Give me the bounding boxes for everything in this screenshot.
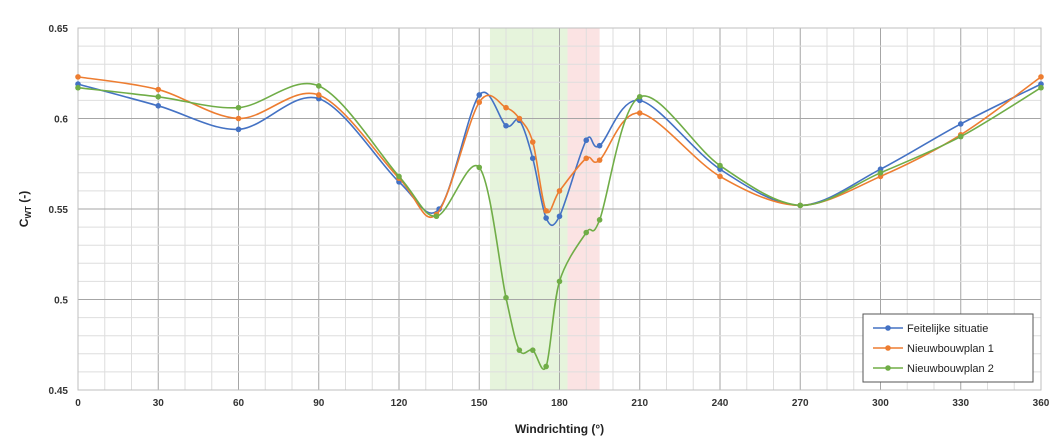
y-axis-label-main: C [17,218,31,227]
data-point [957,133,964,140]
x-tick-label: 210 [631,398,648,409]
legend-item: Feitelijke situatie [873,323,988,335]
data-point [516,115,523,122]
legend-label: Nieuwbouwplan 1 [907,343,994,355]
data-point [957,121,964,127]
data-point [717,162,723,169]
y-tick-label: 0.5 [54,296,68,307]
data-point [155,86,162,93]
x-axis-label: Windrichting (°) [515,422,604,436]
data-point [596,217,603,223]
data-point [516,347,523,353]
x-tick-label: 90 [313,398,325,409]
data-point [636,93,643,100]
data-point [556,213,563,220]
x-axis-tick-labels: 0 30 60 90 120 150 180 210 240 270 300 330 360 [75,398,1050,409]
legend-marker [885,325,891,331]
y-axis-tick-labels: 0.45 0.5 0.55 0.6 0.65 [49,24,69,397]
y-axis-label: CWT (-) [17,191,33,227]
data-point [583,137,590,144]
x-tick-label: 30 [153,398,165,409]
data-point [315,92,322,98]
data-point [503,104,509,111]
x-tick-label: 150 [471,398,488,409]
legend-item: Nieuwbouwplan 1 [873,343,994,355]
data-point [155,103,162,109]
x-tick-label: 120 [391,398,408,409]
data-point [1038,84,1044,91]
data-point [235,104,242,111]
x-tick-label: 330 [952,398,969,409]
series-nieuwbouwplan-2 [75,82,1044,370]
data-point [476,92,483,98]
data-point [235,126,242,133]
data-point [503,294,509,301]
x-tick-label: 360 [1033,398,1050,409]
legend-label: Feitelijke situatie [907,323,988,335]
x-tick-label: 60 [233,398,245,409]
data-point [476,164,483,171]
y-tick-label: 0.45 [49,386,69,397]
x-tick-label: 180 [551,398,568,409]
data-point [235,115,242,122]
data-point [543,215,549,221]
data-point [556,278,563,285]
data-point [636,110,643,116]
data-point [596,142,603,149]
data-point [476,99,483,106]
y-tick-label: 0.55 [49,205,69,216]
data-point [529,139,536,145]
data-point [529,155,536,162]
data-point [543,363,549,370]
data-point [877,170,884,176]
data-point [543,208,549,214]
data-point [75,84,81,91]
legend-marker [885,365,891,371]
x-tick-label: 270 [792,398,809,409]
data-point [396,173,402,180]
data-point [583,229,590,236]
data-series [75,74,1044,370]
data-point [1038,74,1044,80]
y-tick-label: 0.6 [54,115,68,126]
data-point [556,188,563,194]
plot-area-border [77,27,1042,391]
x-tick-label: 240 [712,398,729,409]
data-point [315,83,322,89]
data-point [529,347,536,353]
y-tick-label: 0.65 [49,24,69,35]
data-point [155,93,162,100]
x-tick-label: 300 [872,398,889,409]
legend-marker [885,345,891,351]
legend: Feitelijke situatie Nieuwbouwplan 1 Nieuwb… [862,313,1034,383]
data-point [596,157,603,163]
data-point [583,155,590,162]
data-point [717,173,723,180]
data-point [433,213,440,220]
data-point [75,74,81,80]
legend-label: Nieuwbouwplan 2 [907,363,994,375]
x-tick-label: 0 [75,398,81,409]
legend-item: Nieuwbouwplan 2 [873,363,994,375]
data-point [797,202,804,209]
y-axis-label-subscript: WT [24,206,33,219]
data-point [503,122,509,129]
y-axis-label-suffix: (-) [17,191,31,206]
